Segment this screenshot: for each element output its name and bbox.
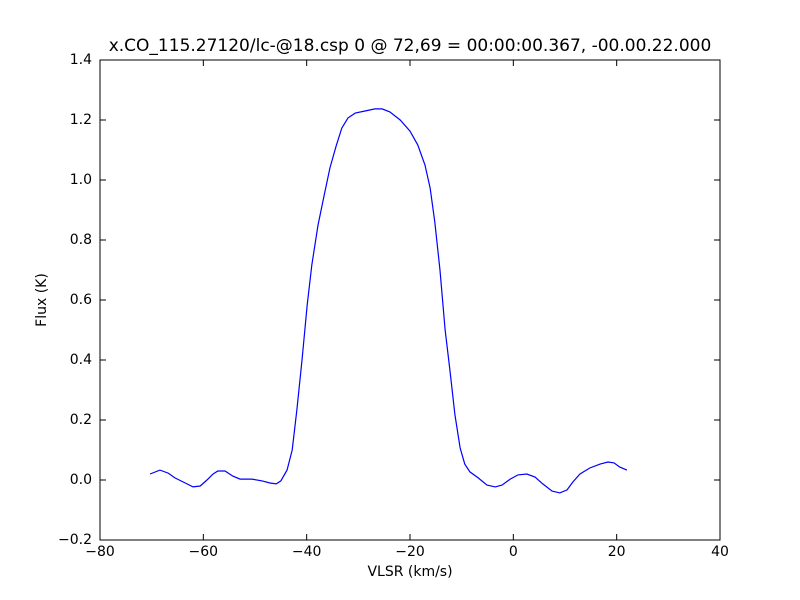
- plot-frame: [99, 59, 721, 541]
- x-tick-label: 0: [509, 544, 518, 560]
- y-axis-label: Flux (K): [34, 273, 50, 327]
- x-tick-label: −80: [85, 544, 115, 560]
- y-tick-label: 0.4: [70, 352, 92, 368]
- y-tick-label: −0.2: [58, 532, 92, 548]
- y-tick-label: 1.0: [70, 172, 92, 188]
- data-line: [149, 108, 628, 494]
- x-tick-label: −60: [189, 544, 219, 560]
- y-tick-label: 0.0: [70, 472, 92, 488]
- y-tick-label: 1.4: [70, 52, 92, 68]
- y-tick-label: 0.8: [70, 232, 92, 248]
- y-tick-label: 1.2: [70, 112, 92, 128]
- x-tick-label: −20: [395, 544, 425, 560]
- x-tick-label: −40: [292, 544, 322, 560]
- x-axis-label: VLSR (km/s): [367, 564, 452, 580]
- y-tick-label: 0.6: [70, 292, 92, 308]
- chart-title: x.CO_115.27120/lc-@18.csp 0 @ 72,69 = 00…: [109, 36, 712, 56]
- y-tick-label: 0.2: [70, 412, 92, 428]
- x-tick-label: 20: [608, 544, 626, 560]
- x-tick-label: 40: [711, 544, 729, 560]
